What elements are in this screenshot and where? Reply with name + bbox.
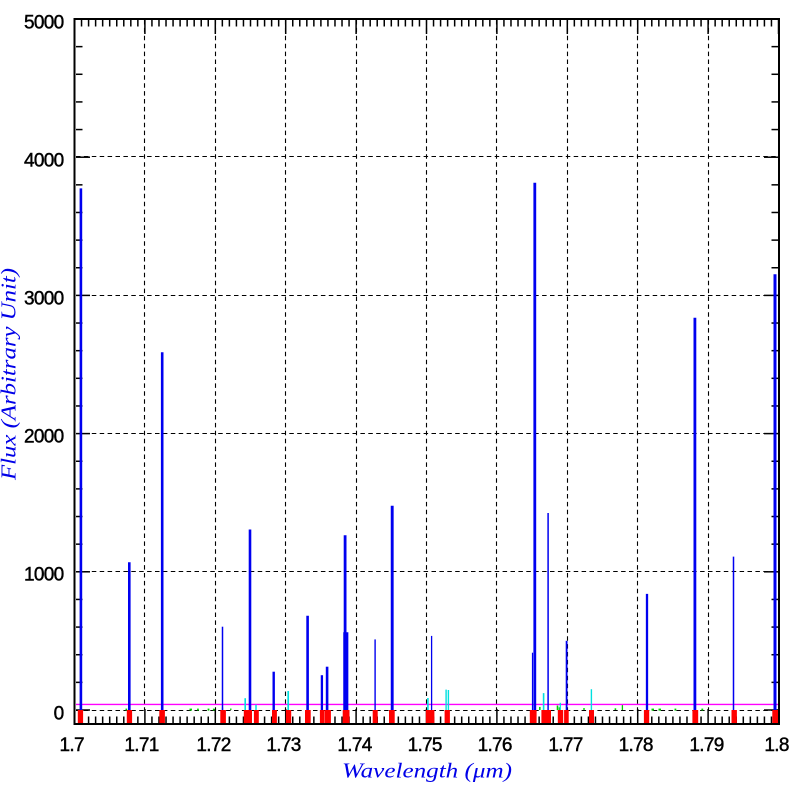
svg-text:1.76: 1.76: [478, 735, 512, 756]
svg-text:1000: 1000: [24, 565, 64, 586]
svg-text:1.75: 1.75: [408, 735, 442, 756]
svg-text:4000: 4000: [24, 151, 64, 172]
svg-text:Flux (Arbitrary Unit): Flux (Arbitrary Unit): [0, 268, 21, 481]
svg-text:1.73: 1.73: [266, 735, 300, 756]
svg-text:5000: 5000: [24, 13, 64, 34]
svg-text:3000: 3000: [24, 289, 64, 310]
svg-text:1.74: 1.74: [337, 735, 372, 756]
svg-text:1.78: 1.78: [619, 735, 653, 756]
svg-text:1.72: 1.72: [196, 735, 230, 756]
svg-text:1.71: 1.71: [124, 735, 158, 756]
svg-text:Wavelength (μm): Wavelength (μm): [342, 759, 512, 783]
svg-text:0: 0: [54, 704, 64, 725]
svg-text:1.7: 1.7: [60, 735, 84, 756]
svg-text:1.77: 1.77: [548, 735, 582, 756]
svg-text:1.79: 1.79: [689, 735, 723, 756]
svg-text:2000: 2000: [24, 427, 64, 448]
svg-text:1.8: 1.8: [764, 735, 788, 756]
